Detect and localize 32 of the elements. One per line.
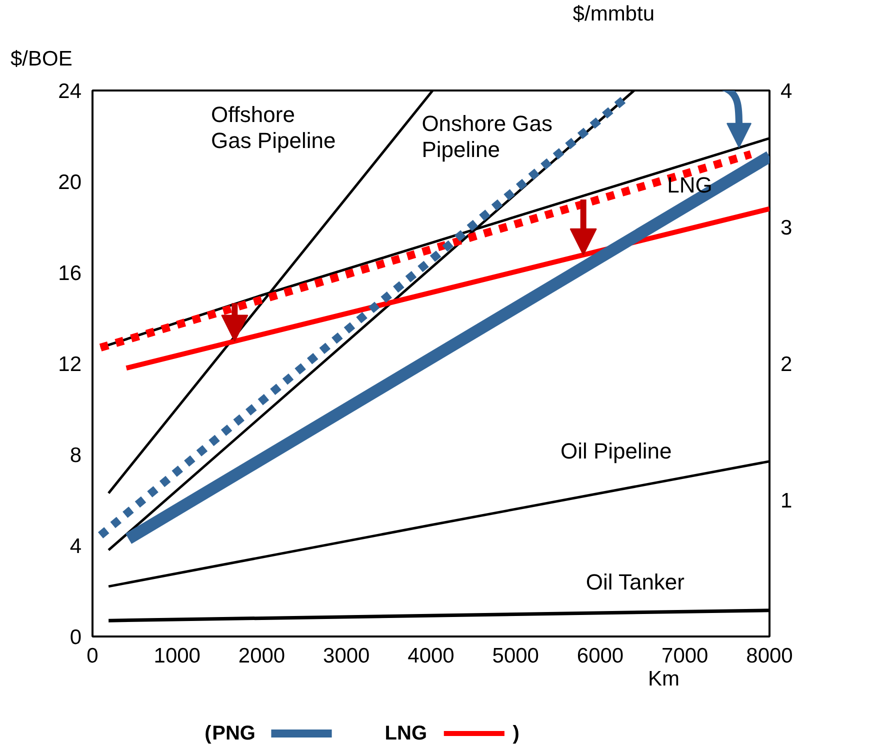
x-tick-label: 2000 (238, 644, 286, 668)
y2-tick-label: 2 (780, 353, 792, 376)
y2-tick-label: 3 (780, 216, 792, 240)
y-tick-label: 4 (70, 535, 82, 558)
y-tick-label: 8 (70, 444, 82, 467)
x-tick-label: 6000 (576, 644, 624, 668)
x-tick-label: 7000 (662, 644, 708, 668)
y-tick-label: 0 (70, 626, 82, 649)
series-label: Offshore Gas Pipeline (210, 102, 336, 153)
x-tick-label: 5000 (492, 644, 539, 668)
y-axis-title: $/BOE (10, 48, 72, 70)
x-tick-label: 3000 (323, 644, 370, 668)
y-tick-label: 20 (58, 171, 82, 194)
y-tick-label: 24 (58, 80, 82, 103)
series-label: LNG (667, 172, 712, 198)
text: ) (512, 722, 520, 744)
x-tick-label: 0 (86, 644, 98, 668)
series-label: Oil Tanker (586, 569, 685, 594)
legend-label: LNG (384, 722, 428, 744)
text: ( (204, 722, 212, 744)
y2-tick-label: 4 (780, 80, 792, 103)
y2-tick-label: 1 (780, 490, 792, 512)
x-tick-label: 1000 (154, 644, 200, 668)
y-tick-label: 12 (58, 353, 82, 376)
x-tick-label: 4000 (408, 644, 454, 668)
x-tick-label: 8000 (746, 644, 793, 668)
x-axis-title: Km (648, 668, 680, 690)
legend-label: PNG (212, 722, 256, 744)
series-label: Onshore Gas Pipeline (422, 110, 553, 162)
y2-axis-title: $/mmbtu (572, 2, 655, 26)
y-tick-label: 16 (58, 262, 82, 285)
series-label: Oil Pipeline (560, 438, 672, 464)
